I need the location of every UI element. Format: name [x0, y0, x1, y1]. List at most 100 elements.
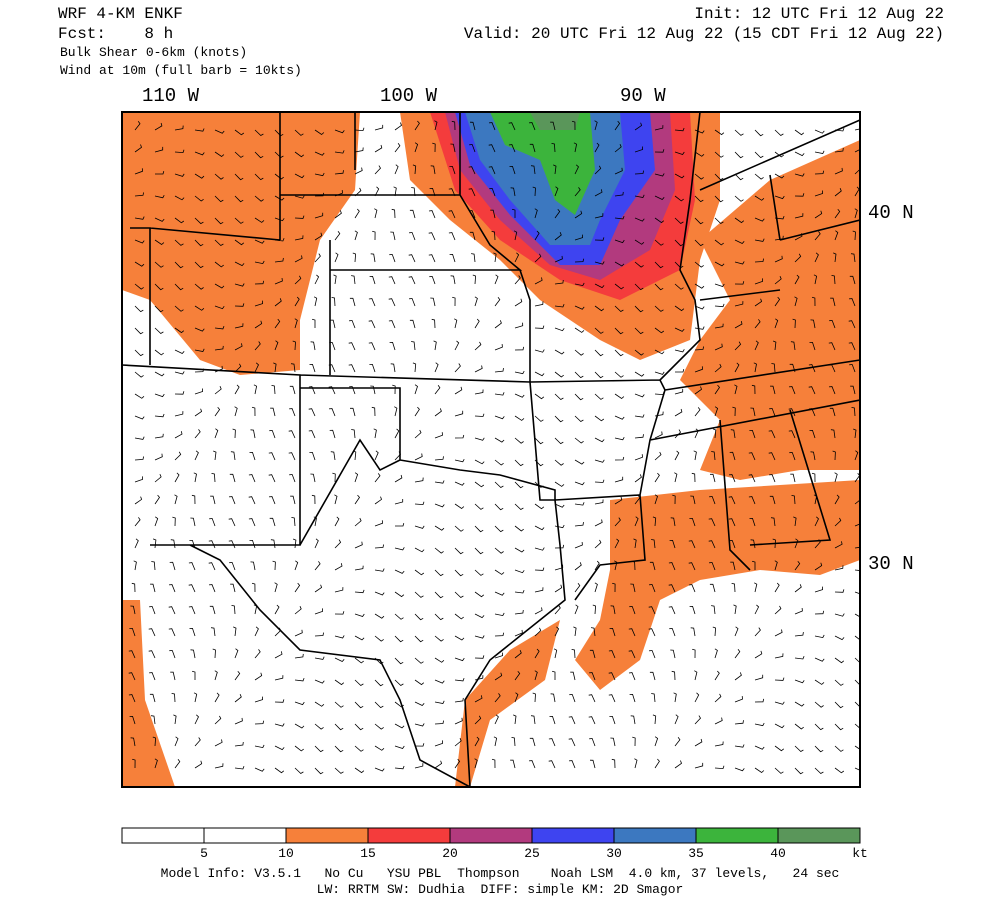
- wind-barb: [234, 323, 244, 329]
- wind-barb: [409, 209, 416, 219]
- wind-barb: [534, 607, 543, 615]
- wind-barb: [188, 584, 196, 593]
- wind-barb: [534, 208, 538, 219]
- wind-barb: [154, 516, 159, 527]
- wind-barb: [274, 675, 284, 681]
- wind-barb: [369, 275, 376, 285]
- wind-barb: [834, 679, 844, 686]
- wind-barb: [254, 696, 264, 703]
- wind-barb: [174, 283, 184, 291]
- wind-barb: [614, 305, 624, 312]
- wind-barb: [194, 714, 199, 725]
- wind-barb: [730, 561, 736, 571]
- wind-barb: [212, 648, 216, 659]
- wind-barbs: [128, 120, 860, 775]
- wind-barb: [754, 604, 760, 615]
- wind-barb: [334, 635, 345, 639]
- wind-barb: [652, 714, 657, 725]
- wind-barb: [614, 371, 624, 378]
- wind-barb: [354, 657, 364, 664]
- wind-barb: [330, 451, 336, 461]
- wind-barb: [494, 569, 505, 575]
- wind-barb: [394, 122, 402, 131]
- wind-barb: [214, 217, 224, 225]
- wind-barb: [771, 363, 776, 373]
- wind-barb: [214, 239, 224, 246]
- wind-barb: [654, 305, 664, 312]
- wind-barb: [611, 758, 616, 769]
- wind-barb: [814, 150, 825, 154]
- wind-barb: [194, 429, 201, 439]
- wind-barb: [853, 428, 857, 439]
- wind-barb: [234, 363, 242, 373]
- wind-barb: [794, 274, 800, 285]
- wind-barb: [714, 217, 724, 225]
- wind-barb: [833, 252, 837, 263]
- wind-barb: [734, 173, 744, 181]
- wind-barb: [354, 723, 364, 731]
- wind-barb: [674, 760, 682, 769]
- wind-barb: [554, 605, 561, 615]
- wind-barb: [811, 472, 816, 483]
- wind-barb: [734, 626, 739, 637]
- wind-barb: [651, 539, 656, 549]
- wind-barb: [354, 635, 365, 641]
- wind-barb: [254, 280, 265, 285]
- wind-barb: [634, 393, 645, 398]
- wind-barb: [811, 296, 816, 307]
- wind-barb: [614, 538, 620, 549]
- wind-barb: [674, 450, 680, 461]
- wind-barb: [274, 340, 279, 351]
- colorbar-tick-label: 25: [524, 846, 540, 861]
- wind-barb: [494, 525, 504, 533]
- wind-barb: [608, 694, 616, 703]
- wind-barb: [814, 701, 824, 708]
- wind-barb: [474, 695, 483, 703]
- wind-barb: [614, 415, 625, 420]
- wind-barb: [274, 257, 284, 263]
- wind-barb: [128, 694, 136, 703]
- wind-barb: [414, 429, 422, 439]
- wind-barb: [553, 164, 557, 175]
- wind-barb: [411, 341, 416, 351]
- wind-barb: [328, 408, 336, 417]
- wind-barb: [489, 188, 496, 197]
- wind-barb: [149, 693, 156, 703]
- lat-label: 30 N: [868, 553, 914, 575]
- wind-barb: [271, 385, 276, 395]
- wind-barb: [734, 744, 745, 748]
- wind-barb: [289, 408, 296, 417]
- wind-barb: [694, 239, 704, 247]
- wind-barb: [493, 252, 497, 263]
- wind-barb: [814, 129, 825, 134]
- lon-label: 110 W: [142, 85, 200, 107]
- wind-barb: [374, 144, 383, 153]
- wind-barb: [534, 525, 545, 531]
- wind-barb: [374, 635, 384, 642]
- wind-barb: [454, 410, 464, 417]
- wind-barb: [334, 150, 345, 154]
- wind-barb: [769, 474, 776, 483]
- shade-10: [455, 620, 560, 787]
- wind-barb: [433, 340, 437, 351]
- wind-barb: [734, 672, 742, 681]
- wind-barb: [674, 305, 685, 312]
- footer-line: Model Info: V3.5.1 No Cu YSU PBL Thompso…: [161, 866, 840, 881]
- wind-barb: [654, 125, 664, 131]
- wind-barb: [148, 628, 156, 637]
- wind-barb: [134, 496, 143, 505]
- wind-barb: [574, 164, 579, 175]
- wind-barb: [394, 591, 405, 598]
- wind-barb: [154, 758, 158, 769]
- colorbar-tick-label: 30: [606, 846, 622, 861]
- wind-barb: [249, 451, 256, 461]
- wind-barb: [434, 432, 443, 439]
- wind-barb: [708, 518, 716, 527]
- wind-barb: [634, 305, 644, 313]
- wind-barb: [709, 562, 716, 571]
- wind-barb: [354, 613, 365, 617]
- wind-barb: [554, 393, 564, 400]
- wind-barb: [634, 283, 644, 291]
- wind-barb: [770, 517, 776, 527]
- wind-barb: [814, 610, 825, 615]
